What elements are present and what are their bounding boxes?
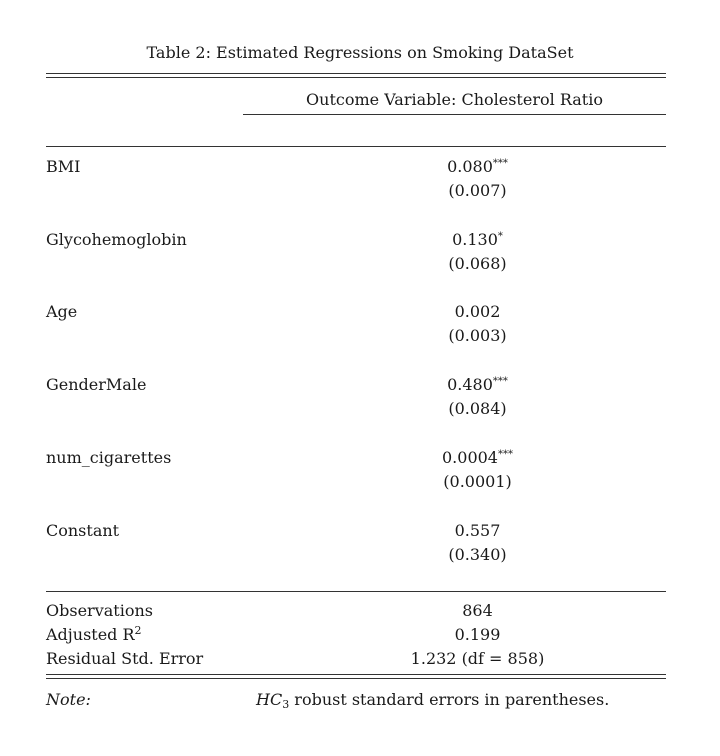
hc-symbol: HC: [256, 690, 283, 709]
table-row: GenderMale 0.480***: [46, 373, 666, 397]
significance-stars: ***: [497, 449, 513, 460]
row-estimate: 0.480***: [447, 375, 508, 394]
note-text: HC3 robust standard errors in parenthese…: [256, 688, 609, 712]
row-standard-error: (0.340): [448, 545, 507, 564]
row-estimate: 0.002: [454, 302, 501, 321]
note-body: robust standard errors in parentheses.: [289, 690, 610, 709]
row-label: Constant: [46, 521, 120, 540]
stats-row-residual-se: Residual Std. Error 1.232 (df = 858): [46, 647, 666, 671]
table-row: BMI 0.080***: [46, 155, 666, 179]
row-estimate: 0.557: [454, 521, 501, 540]
row-standard-error: (0.084): [448, 399, 507, 418]
stats-top-rule: [46, 591, 666, 592]
bottom-rule: [46, 674, 666, 675]
table-row-se: (0.068): [46, 252, 666, 276]
row-standard-error: (0.003): [448, 326, 507, 345]
superscript: 2: [134, 624, 142, 637]
stats-label: Observations: [46, 601, 153, 620]
stats-value: 0.199: [454, 625, 501, 644]
hc-subscript: 3: [282, 698, 290, 711]
stats-label: Adjusted R2: [46, 624, 142, 644]
table-row: Age 0.002: [46, 300, 666, 324]
table-row-se: (0.007): [46, 179, 666, 203]
row-label: Age: [46, 302, 78, 321]
top-rule: [46, 73, 666, 74]
header-bottom-rule: [46, 146, 666, 147]
row-label: num_cigarettes: [46, 448, 172, 467]
significance-stars: *: [497, 231, 503, 242]
row-standard-error: (0.007): [448, 181, 507, 200]
row-label: BMI: [46, 157, 81, 176]
row-standard-error: (0.0001): [443, 472, 512, 491]
table-row-se: (0.084): [46, 397, 666, 421]
table-caption: Table 2: Estimated Regressions on Smokin…: [146, 43, 574, 62]
bottom-rule-second: [46, 678, 666, 679]
row-label: GenderMale: [46, 375, 147, 394]
significance-stars: ***: [492, 376, 508, 387]
row-estimate: 0.080***: [447, 157, 508, 176]
row-estimate: 0.0004***: [442, 448, 513, 467]
column-header: Outcome Variable: Cholesterol Ratio: [306, 90, 603, 109]
table-row: num_cigarettes 0.0004***: [46, 446, 666, 470]
column-header-underline: [243, 114, 666, 115]
significance-stars: ***: [492, 158, 508, 169]
stats-row-adjusted-r2: Adjusted R2 0.199: [46, 623, 666, 647]
table-row: Glycohemoglobin 0.130*: [46, 228, 666, 252]
top-rule-second: [46, 77, 666, 78]
table-row: Constant 0.557: [46, 519, 666, 543]
stats-value: 864: [462, 601, 493, 620]
stats-value: 1.232 (df = 858): [410, 649, 545, 668]
table-row-se: (0.0001): [46, 470, 666, 494]
stats-row-observations: Observations 864: [46, 599, 666, 623]
row-standard-error: (0.068): [448, 254, 507, 273]
table-row-se: (0.003): [46, 324, 666, 348]
table-row-se: (0.340): [46, 543, 666, 567]
row-label: Glycohemoglobin: [46, 230, 187, 249]
stats-label: Residual Std. Error: [46, 649, 204, 668]
note-label: Note:: [46, 690, 91, 709]
row-estimate: 0.130*: [452, 230, 503, 249]
